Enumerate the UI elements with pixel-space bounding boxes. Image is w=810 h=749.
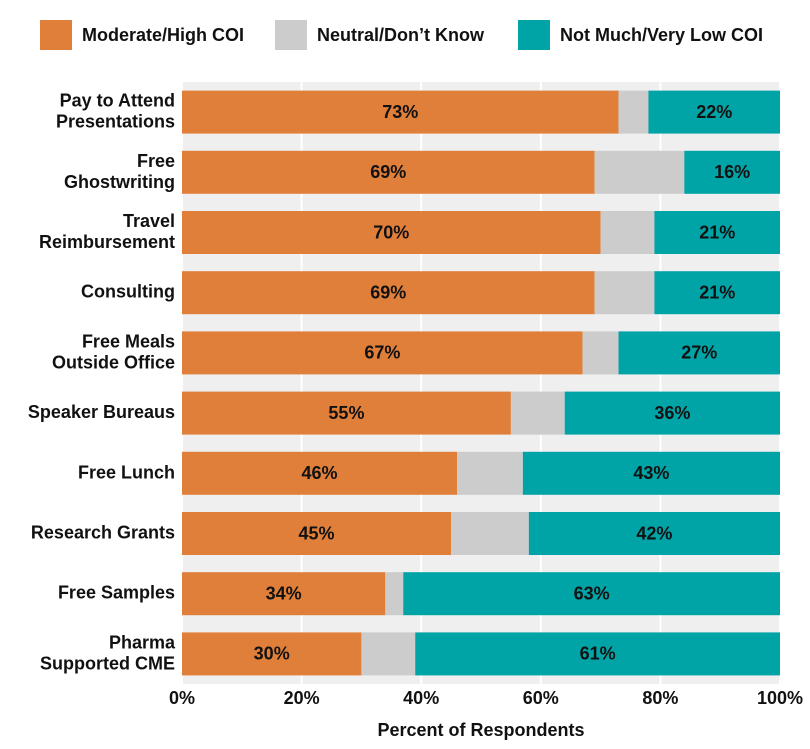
value-label: 46% [302, 463, 338, 483]
y-tick-label: Pay to Attend Presentations [56, 90, 175, 131]
value-label: 69% [370, 282, 406, 302]
bar-segment [385, 572, 404, 616]
bar-segment [654, 271, 780, 315]
y-tick-label: Travel Reimbursement [39, 211, 175, 252]
y-tick-label: Research Grants [31, 522, 175, 542]
bar-segment [182, 391, 511, 435]
value-label: 70% [373, 222, 409, 242]
bar-segment [684, 150, 780, 194]
bar-segment [522, 451, 780, 495]
bar-segment [415, 632, 780, 676]
value-label: 21% [699, 282, 735, 302]
x-axis-label: Percent of Respondents [377, 720, 584, 740]
value-label: 55% [328, 403, 364, 423]
value-label: 21% [699, 222, 735, 242]
value-label: 63% [574, 583, 610, 603]
legend-swatch [40, 20, 72, 50]
bar-segment [457, 451, 523, 495]
y-tick-label: Free Ghostwriting [64, 151, 175, 192]
legend-label: Not Much/Very Low COI [560, 25, 763, 45]
value-label: 27% [681, 343, 717, 363]
value-label: 73% [382, 102, 418, 122]
bar-segment [182, 150, 595, 194]
bar-segment [618, 331, 780, 375]
bar-segment [182, 512, 452, 555]
bar-segment [648, 90, 780, 134]
bar-segment [182, 572, 386, 616]
y-tick-label: Speaker Bureaus [28, 402, 175, 422]
value-label: 43% [633, 463, 669, 483]
bar-segment [564, 391, 780, 435]
x-tick-label: 40% [403, 688, 439, 708]
bar-segment [510, 391, 565, 435]
value-label: 30% [254, 644, 290, 664]
bar-segment [451, 512, 529, 555]
y-tick-label: Free Lunch [78, 462, 175, 482]
bar-segment [594, 150, 685, 194]
y-tick-label: Consulting [81, 281, 175, 301]
y-tick-label: Pharma Supported CME [40, 632, 176, 673]
y-tick-label: Free Samples [58, 582, 175, 602]
legend-swatch [518, 20, 550, 50]
value-label: 34% [266, 583, 302, 603]
bar-segment [182, 271, 595, 315]
legend-swatch [275, 20, 307, 50]
bar-segment [654, 211, 780, 254]
bar-segment [182, 632, 362, 676]
x-tick-label: 100% [757, 688, 803, 708]
bar-segment [182, 211, 601, 254]
value-label: 22% [696, 102, 732, 122]
bar-segment [182, 451, 458, 495]
bar-segment [182, 331, 583, 375]
x-tick-label: 20% [284, 688, 320, 708]
bar-segment [618, 90, 649, 134]
bar-segment [403, 572, 780, 616]
x-tick-label: 80% [642, 688, 678, 708]
value-label: 16% [714, 162, 750, 182]
legend-label: Neutral/Don’t Know [317, 25, 485, 45]
x-tick-label: 0% [169, 688, 195, 708]
legend-label: Moderate/High COI [82, 25, 244, 45]
y-tick-label: Free Meals Outside Office [52, 331, 175, 372]
value-label: 36% [654, 403, 690, 423]
value-label: 45% [299, 523, 335, 543]
bar-segment [582, 331, 619, 375]
x-tick-label: 60% [523, 688, 559, 708]
value-label: 67% [364, 343, 400, 363]
bar-segment [361, 632, 416, 676]
value-label: 42% [636, 523, 672, 543]
bar-segment [182, 90, 619, 134]
bar-segment [600, 211, 655, 254]
bar-segment [594, 271, 655, 315]
value-label: 69% [370, 162, 406, 182]
value-label: 61% [580, 644, 616, 664]
bar-segment [528, 512, 780, 555]
